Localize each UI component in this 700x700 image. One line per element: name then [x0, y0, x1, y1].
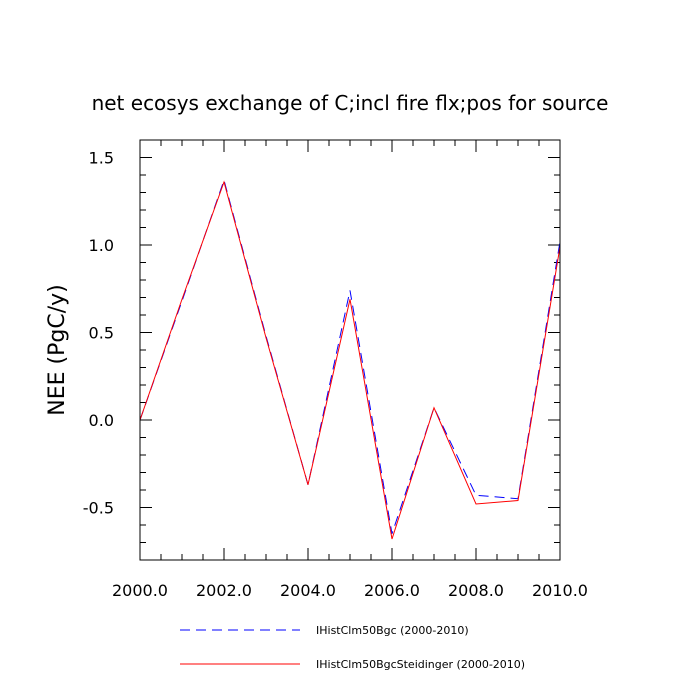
y-tick-labels: -0.5 0.0 0.5 1.0 1.5: [83, 149, 114, 518]
legend: IHistClm50Bgc (2000-2010) IHistClm50BgcSt…: [180, 624, 525, 671]
x-tick-labels: 2000.0 2002.0 2004.0 2006.0 2008.0 2010.0: [112, 581, 588, 600]
x-tick-label: 2006.0: [364, 581, 420, 600]
x-tick-label: 2004.0: [280, 581, 336, 600]
x-tick-label: 2002.0: [196, 581, 252, 600]
y-tick-label: -0.5: [83, 499, 114, 518]
y-tick-label: 1.0: [89, 236, 114, 255]
x-tick-label: 2008.0: [448, 581, 504, 600]
x-tick-label: 2000.0: [112, 581, 168, 600]
chart-title: net ecosys exchange of C;incl fire flx;p…: [92, 91, 609, 115]
legend-label-2: IHistClm50BgcSteidinger (2000-2010): [316, 658, 525, 671]
series-line-2: [139, 180, 561, 540]
series-lines: [139, 178, 561, 540]
x-tick-label: 2010.0: [532, 581, 588, 600]
y-tick-label: 1.5: [89, 149, 114, 168]
series-line-1: [139, 178, 561, 534]
y-axis-label: NEE (PgC/y): [45, 284, 70, 415]
y-tick-label: 0.5: [89, 324, 114, 343]
plot-frame: [139, 139, 561, 561]
y-tick-label: 0.0: [89, 411, 114, 430]
legend-label-1: IHistClm50Bgc (2000-2010): [316, 624, 469, 637]
